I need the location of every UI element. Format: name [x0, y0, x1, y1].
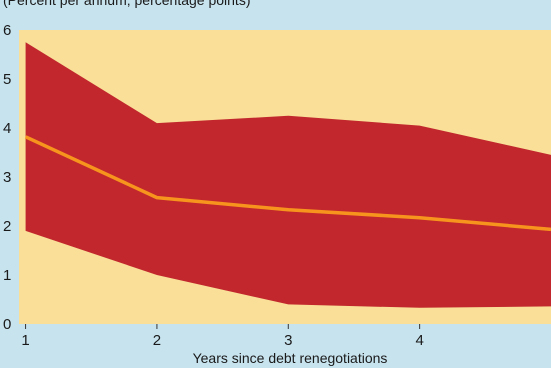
y-tick-label: 2 [3, 218, 11, 235]
central-line [24, 135, 551, 232]
x-axis-ticks: 1 2 3 4 [21, 324, 424, 349]
x-axis-title: Years since debt renegotiations [193, 350, 388, 366]
y-tick-label: 1 [3, 267, 11, 284]
x-tick-label: 4 [415, 332, 423, 349]
range-band [25, 42, 551, 308]
x-tick-label: 3 [284, 332, 292, 349]
y-tick-label: 4 [3, 120, 11, 137]
x-tick-label: 2 [153, 332, 161, 349]
y-axis-ticks: 0 1 2 3 4 5 6 [3, 22, 11, 333]
y-tick-label: 0 [3, 316, 11, 333]
y-tick-label: 5 [3, 71, 11, 88]
chart-subtitle: (Percent per annum; percentage points) [3, 0, 250, 8]
y-tick-label: 6 [3, 22, 11, 39]
y-tick-label: 3 [3, 169, 11, 186]
x-tick-label: 1 [21, 332, 29, 349]
